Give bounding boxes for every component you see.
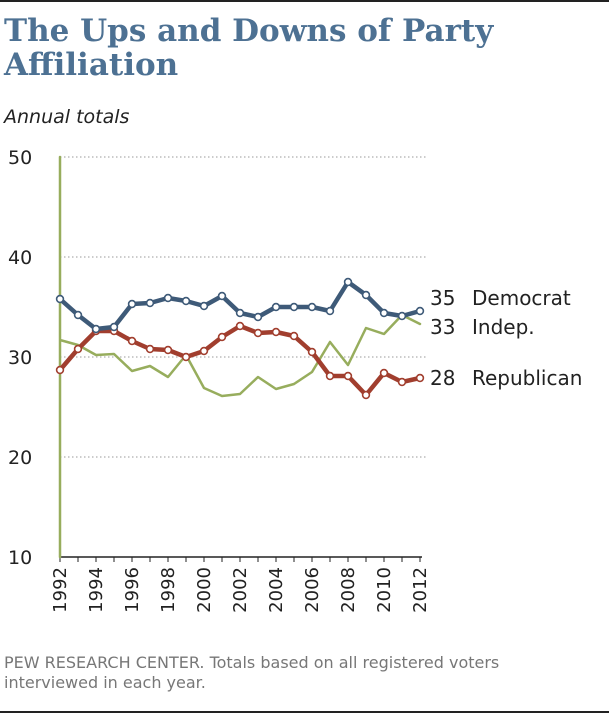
x-tick-label: 2000 [194,567,215,613]
x-tick-label: 2012 [410,567,431,613]
data-point-democrat [73,310,83,320]
data-point-republican [235,321,245,331]
series-republican [55,321,425,400]
data-point-republican [127,336,137,346]
data-point-democrat [235,308,245,318]
data-point-democrat [325,306,335,316]
series-indep [58,155,422,559]
data-point-republican [199,346,209,356]
data-point-republican [415,373,425,383]
x-tick-label: 2006 [302,567,323,613]
x-tick-label: 2002 [230,567,251,613]
data-point-democrat [127,299,137,309]
top-rule [0,0,609,2]
data-point-republican [325,371,335,381]
party-affiliation-line-chart: 10 20 30 40 50 1992 1994 1996 1998 2000 2002 2004 20… [8,147,582,613]
data-point-republican [289,331,299,341]
x-tick-label: 1998 [158,567,179,613]
data-point-democrat [181,296,191,306]
data-point-republican [361,390,371,400]
series-label-republican: Republican [472,366,582,390]
y-tick-label: 40 [8,247,32,269]
end-value-indep: 33 [430,315,455,339]
data-point-democrat [307,302,317,312]
data-point-republican [253,328,263,338]
data-point-democrat [91,324,101,334]
data-point-republican [307,347,317,357]
x-tick-label: 1992 [50,567,71,613]
source-note: PEW RESEARCH CENTER. Totals based on all… [4,653,500,692]
data-point-democrat [361,290,371,300]
x-tick-label: 2004 [266,567,287,613]
end-value-democrat: 35 [430,286,455,310]
x-tick-label: 2008 [338,567,359,613]
series-democrat [55,277,425,334]
data-point-democrat [199,301,209,311]
data-point-democrat [397,311,407,321]
x-tick-label: 1996 [122,567,143,613]
data-point-republican [271,327,281,337]
data-point-democrat [379,308,389,318]
data-point-republican [217,332,227,342]
data-point-democrat [109,322,119,332]
data-point-democrat [289,302,299,312]
y-tick-label: 10 [8,547,32,569]
data-point-republican [55,365,65,375]
x-tick-label: 2010 [374,567,395,613]
data-point-democrat [415,306,425,316]
x-tick-label: 1994 [86,567,107,613]
data-point-republican [343,371,353,381]
y-tick-label: 20 [8,447,32,469]
y-tick-label: 50 [8,147,32,169]
chart-subtitle: Annual totals [4,106,130,128]
chart-title: The Ups and Downs of Party Affiliation [4,13,494,83]
data-point-democrat [145,298,155,308]
series-label-indep: Indep. [472,315,535,339]
data-point-democrat [163,293,173,303]
bottom-rule [0,711,609,713]
data-point-republican [397,377,407,387]
data-point-democrat [55,294,65,304]
y-tick-label: 30 [8,347,32,369]
end-value-republican: 28 [430,366,455,390]
data-point-republican [379,368,389,378]
data-point-democrat [271,302,281,312]
data-point-republican [163,345,173,355]
data-point-republican [145,344,155,354]
series-label-democrat: Democrat [472,286,571,310]
data-point-democrat [253,312,263,322]
data-point-republican [73,344,83,354]
series-line-republican [57,323,423,398]
data-point-democrat [343,277,353,287]
data-point-democrat [217,291,227,301]
series-line-indep [58,155,422,559]
data-point-republican [181,352,191,362]
